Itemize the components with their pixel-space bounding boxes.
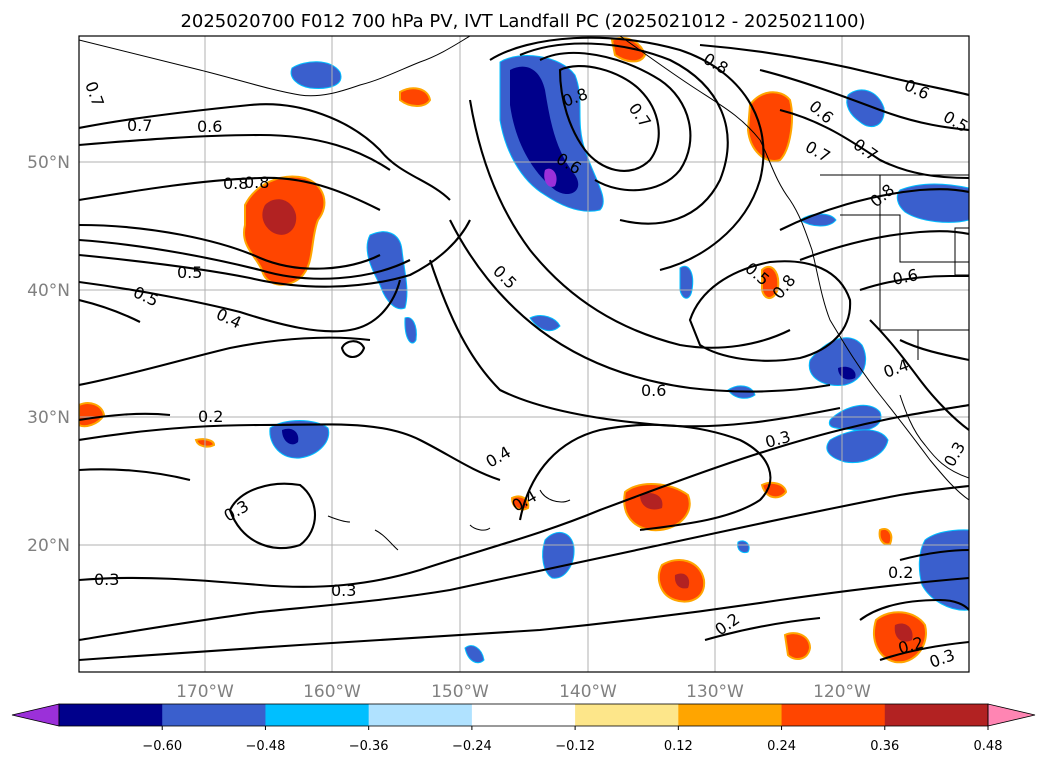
neg-region [542, 532, 575, 579]
colorbar-tick-label: −0.36 [349, 739, 389, 754]
colorbar-segment [59, 704, 163, 726]
lon-label: 160°W [303, 682, 361, 702]
neg-region [464, 645, 485, 664]
contour-label: 0.8 [244, 173, 269, 192]
neg-region [529, 315, 561, 332]
colorbar-tick-label: −0.60 [142, 739, 182, 754]
lat-label: 30°N [27, 408, 70, 428]
pos-region [399, 87, 432, 107]
lon-label: 140°W [559, 682, 617, 702]
coastlines [79, 36, 969, 551]
pos-region [878, 528, 893, 546]
neg-region [846, 89, 885, 127]
colorbar-segment [368, 704, 473, 726]
neg-region [290, 61, 342, 89]
colorbar-tick-label: 0.24 [767, 739, 796, 754]
colorbar-segment [471, 704, 576, 726]
longitude-labels: 170°W 160°W 150°W 140°W 130°W 120°W [176, 682, 871, 702]
pos-region-core [894, 623, 913, 642]
colorbar-segment [162, 704, 266, 726]
pos-region-core [640, 493, 663, 510]
lat-label: 40°N [27, 281, 70, 301]
contours [79, 36, 969, 662]
pos-region-core [674, 573, 690, 589]
pos-region [746, 91, 793, 162]
colorbar-tick-label: −0.24 [452, 739, 492, 754]
latitude-labels: 50°N 40°N 30°N 20°N [27, 153, 70, 556]
figure-title: 2025020700 F012 700 hPa PV, IVT Landfall… [180, 11, 865, 32]
map-panel: 0.7 0.6 0.8 0.5 0.4 0.2 0.3 0.7 0.8 0.6 … [79, 36, 969, 672]
neg-region [404, 316, 417, 344]
neg-region [896, 183, 969, 223]
pos-region [79, 402, 106, 428]
contour-label: 0.5 [177, 263, 202, 282]
contour-label: 0.3 [94, 570, 119, 589]
contour-label: 0.6 [197, 117, 222, 136]
contour-label: 0.2 [198, 407, 223, 426]
neg-region-peak [544, 168, 557, 187]
lat-label: 20°N [27, 536, 70, 556]
colorbar-tick-label: 0.36 [870, 739, 899, 754]
neg-region [737, 540, 750, 553]
colorbar-frame [58, 703, 989, 727]
colorbar-tick-label: −0.48 [246, 739, 286, 754]
colorbar-extend-min [11, 703, 60, 727]
contour-label: 0.2 [888, 563, 913, 582]
lat-label: 50°N [27, 153, 70, 173]
lon-label: 130°W [686, 682, 744, 702]
map-frame [78, 35, 970, 673]
contour-label: 0.8 [223, 174, 248, 193]
colorbar-segment [678, 704, 783, 726]
colorbar-extend-max [987, 703, 1036, 727]
pos-region-core [262, 199, 297, 235]
colorbar-tick-label: −0.12 [555, 739, 595, 754]
contour-label: 0.6 [891, 265, 920, 289]
colorbar-tick-label: 0.48 [974, 739, 1003, 754]
lon-label: 150°W [431, 682, 489, 702]
colorbar-segment [265, 704, 370, 726]
colorbar-segment [884, 704, 989, 726]
contour-label: 0.3 [331, 581, 356, 600]
contour-label: 0.6 [641, 381, 666, 400]
colorbar-segment [781, 704, 886, 726]
lon-label: 170°W [176, 682, 234, 702]
lon-label: 120°W [813, 682, 871, 702]
colorbar: −0.60 −0.48 −0.36 −0.24 −0.12 0.12 0.24 0.36 0.4… [11, 703, 1036, 754]
colorbar-segment [575, 704, 679, 726]
contour-label: 0.7 [127, 116, 152, 135]
neg-region [679, 265, 694, 299]
graticule [79, 36, 969, 672]
colorbar-tick-label: 0.12 [664, 739, 693, 754]
pos-region [783, 632, 812, 661]
neg-region-core [282, 428, 299, 445]
